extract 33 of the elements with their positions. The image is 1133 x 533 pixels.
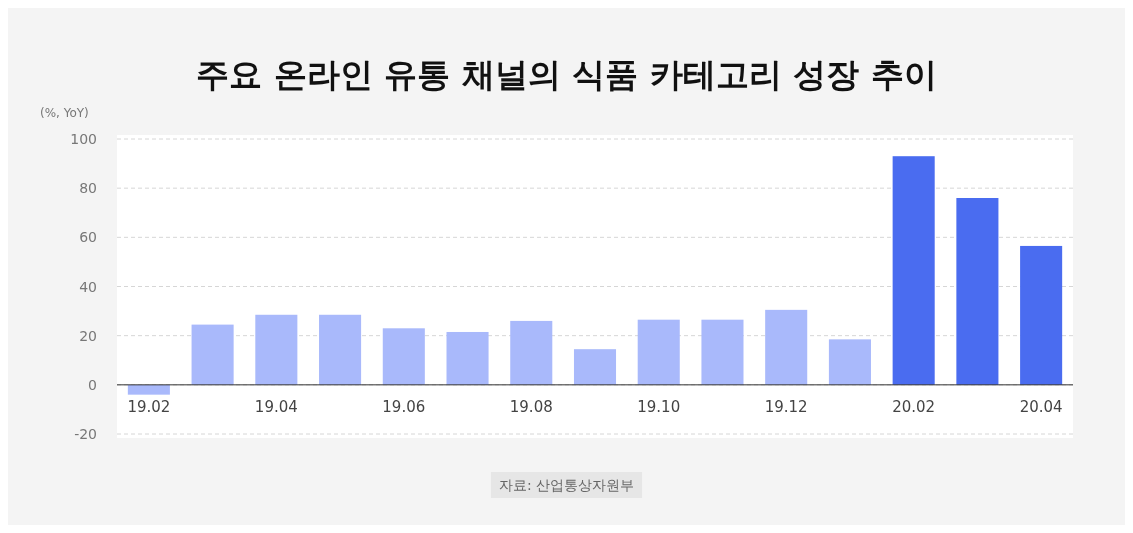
x-tick-label: 20.02 xyxy=(892,397,936,416)
x-tick-label: 19.10 xyxy=(637,397,681,416)
bar xyxy=(828,339,871,385)
x-tick-label: 19.04 xyxy=(254,397,298,416)
y-axis-title: (%, YoY) xyxy=(40,106,89,120)
chart-title: 주요 온라인 유통 채널의 식품 카테고리 성장 추이 xyxy=(196,55,937,94)
bar xyxy=(1020,245,1063,385)
bar xyxy=(191,324,234,385)
bar xyxy=(510,320,553,385)
y-tick-label: -20 xyxy=(74,426,97,442)
bar xyxy=(701,319,744,385)
x-tick-label: 19.06 xyxy=(382,397,426,416)
bar xyxy=(127,384,170,395)
y-tick-label: 40 xyxy=(79,278,97,295)
y-tick-label: 0 xyxy=(88,376,97,393)
y-tick-label: 80 xyxy=(79,180,97,197)
bar xyxy=(573,349,617,385)
bar xyxy=(637,319,680,385)
y-tick-label: 100 xyxy=(70,131,97,147)
x-tick-label: 20.04 xyxy=(1019,397,1063,416)
bar xyxy=(765,309,808,385)
bar xyxy=(956,198,999,385)
bar xyxy=(319,314,362,385)
y-tick-label: 60 xyxy=(79,229,97,246)
text: 자료: 산업통상자원부 xyxy=(498,477,635,493)
bar xyxy=(382,328,425,385)
x-tick-label: 19.02 xyxy=(127,397,171,416)
bar xyxy=(446,331,489,385)
x-tick-label: 19.12 xyxy=(764,397,808,416)
bar xyxy=(892,156,935,385)
x-tick-label: 19.08 xyxy=(509,397,553,416)
bar xyxy=(255,314,298,385)
y-tick-label: 20 xyxy=(79,327,97,344)
